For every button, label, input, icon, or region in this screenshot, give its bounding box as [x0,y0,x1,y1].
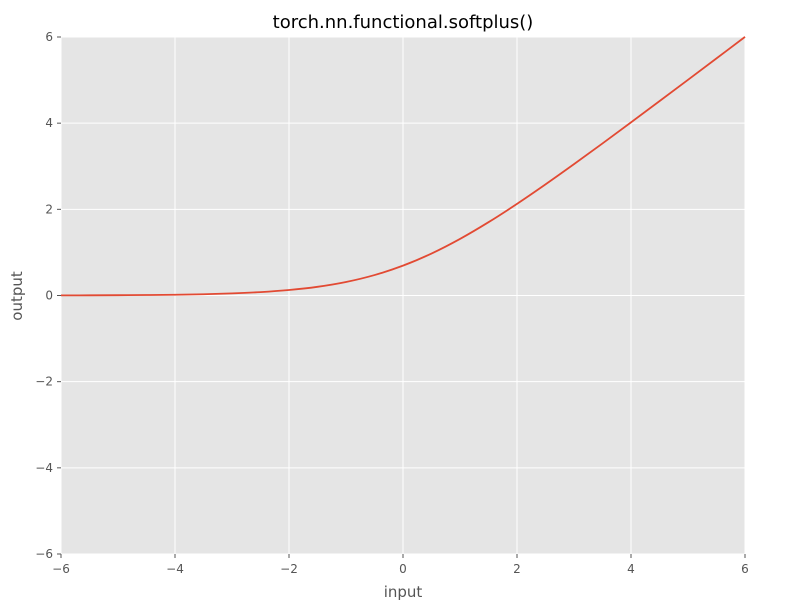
y-tick-label: 0 [45,289,53,303]
x-tick-label: 2 [513,562,521,576]
x-tick-label: 6 [741,562,749,576]
y-tick-label: 6 [45,30,53,44]
y-tick-label: 2 [45,202,53,216]
y-axis-label: output [8,271,26,321]
y-tick-label: −6 [35,547,53,561]
x-tick-label: 4 [627,562,635,576]
axis-ticks: −6 −4 −2 0 2 4 6 −6 −4 −2 0 2 4 6 [35,30,749,576]
y-tick-label: −2 [35,375,53,389]
y-tick-label: −4 [35,461,53,475]
x-tick-label: −2 [280,562,298,576]
x-tick-label: −6 [52,562,70,576]
y-tick-label: 4 [45,116,53,130]
x-axis-label: input [384,583,423,601]
chart-title: torch.nn.functional.softplus() [273,12,534,33]
softplus-series-line [60,36,746,297]
x-tick-label: 0 [399,562,407,576]
x-tick-label: −4 [166,562,184,576]
series-layer [60,36,746,297]
